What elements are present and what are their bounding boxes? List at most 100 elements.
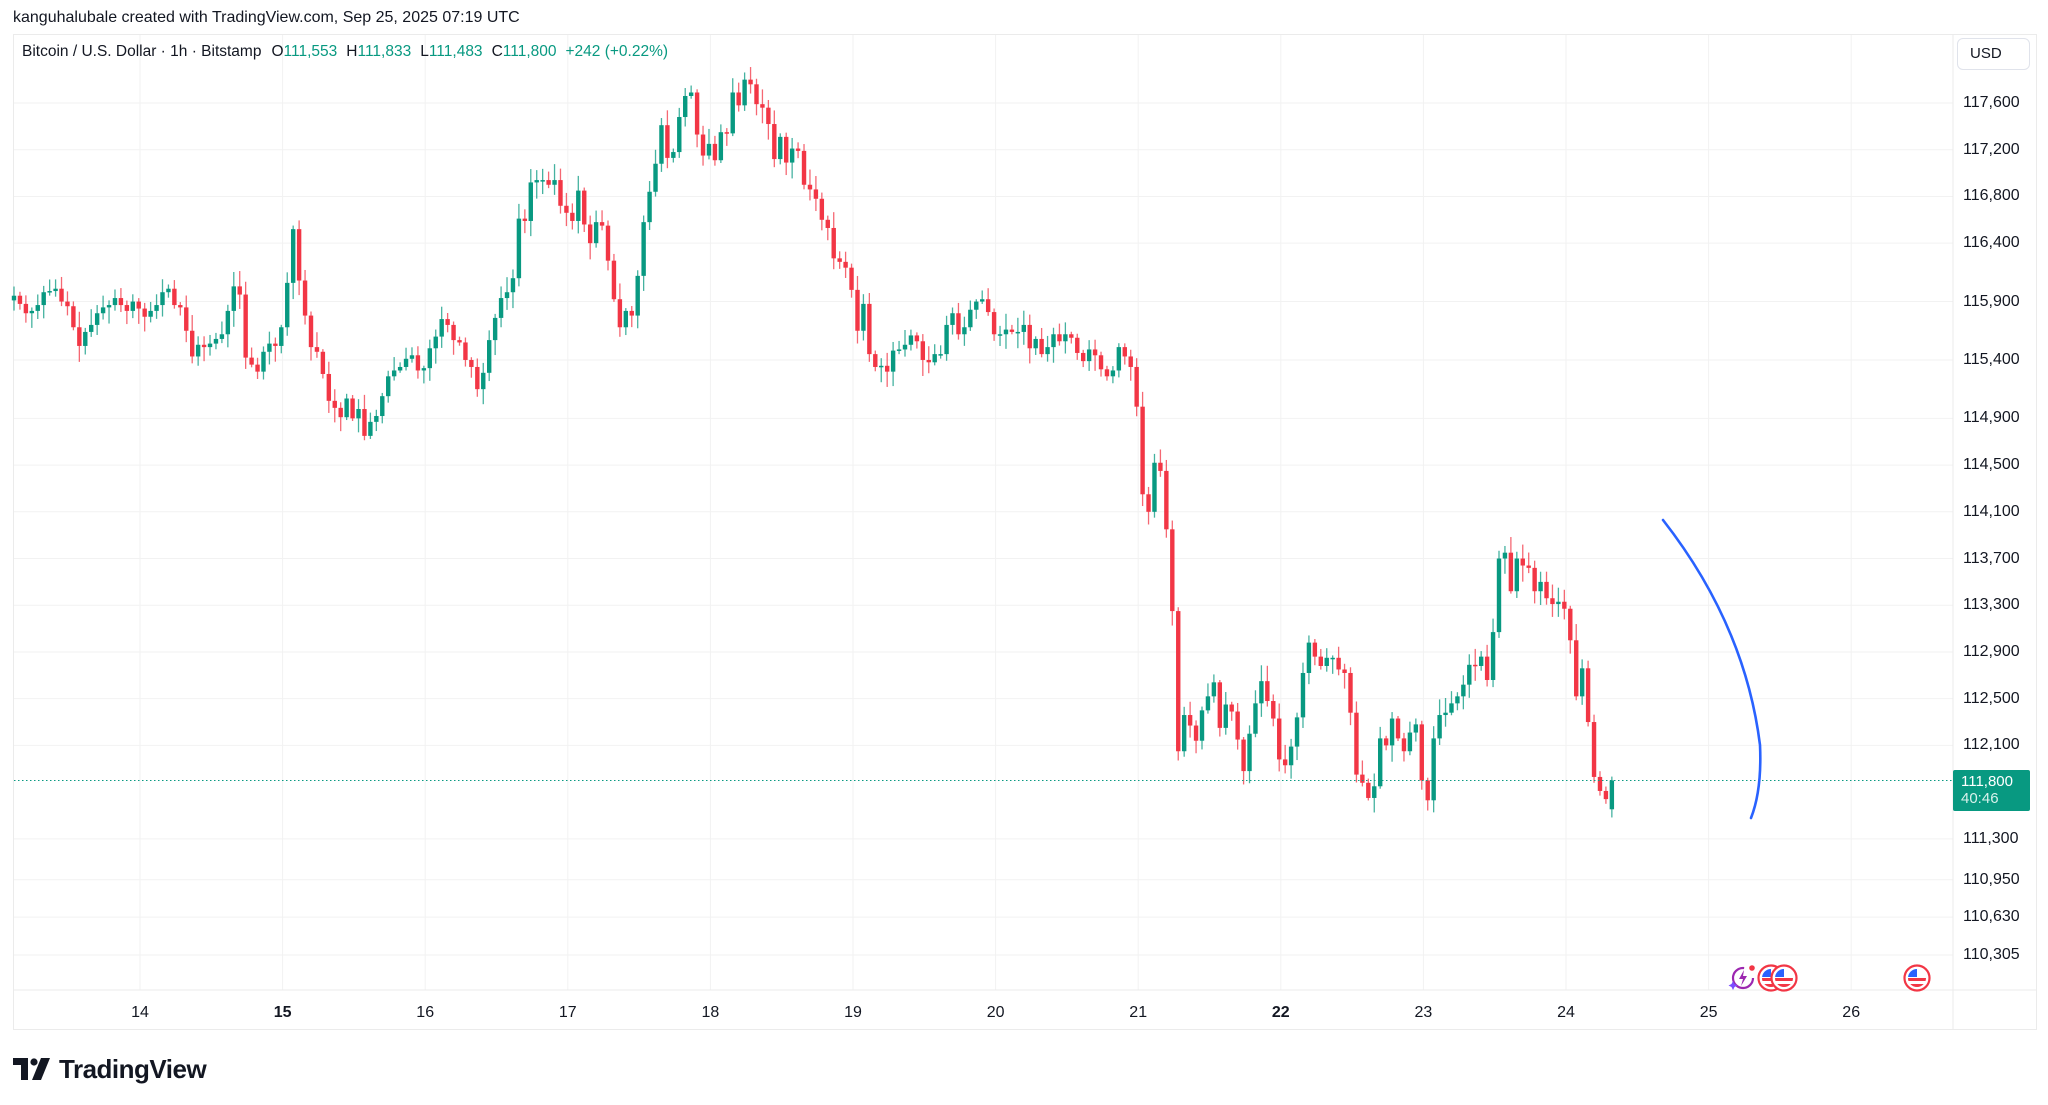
candle[interactable] [1502, 545, 1508, 574]
candle[interactable] [1425, 777, 1430, 811]
candle[interactable] [1164, 459, 1169, 538]
candle[interactable] [718, 124, 724, 164]
candle[interactable] [843, 251, 848, 278]
candle[interactable] [659, 118, 664, 172]
candle[interactable] [1330, 655, 1335, 674]
candle[interactable] [1312, 638, 1318, 666]
candle[interactable] [760, 89, 765, 124]
candle[interactable] [1508, 537, 1514, 594]
candle[interactable] [1223, 692, 1228, 735]
candle[interactable] [558, 168, 563, 214]
candle[interactable] [706, 128, 712, 160]
candle[interactable] [53, 279, 58, 297]
candle[interactable] [100, 295, 106, 320]
candle[interactable] [1473, 648, 1478, 681]
candle[interactable] [1389, 712, 1395, 762]
candle[interactable] [89, 309, 94, 337]
candle[interactable] [1544, 571, 1549, 605]
candle[interactable] [326, 361, 332, 413]
candle[interactable] [190, 315, 195, 364]
candle[interactable] [1591, 714, 1597, 783]
candle[interactable] [593, 210, 599, 248]
candle[interactable] [1081, 349, 1086, 368]
candle[interactable] [386, 370, 391, 403]
candle[interactable] [1015, 317, 1021, 349]
candle[interactable] [772, 110, 777, 168]
candle[interactable] [1128, 349, 1133, 381]
candle[interactable] [582, 187, 587, 232]
candle[interactable] [879, 358, 884, 383]
candle[interactable] [1211, 674, 1217, 703]
candle[interactable] [469, 357, 474, 378]
candle[interactable] [1271, 694, 1276, 727]
candle[interactable] [938, 345, 943, 359]
candle[interactable] [427, 339, 432, 381]
candle[interactable] [825, 215, 830, 241]
candle[interactable] [766, 99, 771, 140]
candle[interactable] [154, 294, 159, 319]
candle[interactable] [1532, 560, 1537, 604]
candle[interactable] [1294, 712, 1300, 761]
candle[interactable] [647, 181, 652, 231]
candle[interactable] [463, 337, 468, 367]
candle[interactable] [415, 346, 421, 379]
candle[interactable] [665, 110, 670, 169]
candle[interactable] [1579, 659, 1585, 705]
candle[interactable] [677, 107, 682, 158]
candle[interactable] [813, 176, 819, 212]
candle[interactable] [1181, 706, 1187, 757]
candle[interactable] [944, 315, 949, 361]
candle[interactable] [397, 362, 403, 373]
candle[interactable] [694, 89, 700, 148]
candle[interactable] [166, 284, 171, 298]
candle[interactable] [409, 347, 415, 363]
candle[interactable] [837, 251, 842, 269]
candle[interactable] [932, 344, 937, 366]
candle[interactable] [861, 294, 866, 341]
candle[interactable] [1235, 702, 1240, 750]
candle[interactable] [1092, 339, 1098, 371]
candle[interactable] [1342, 663, 1347, 689]
candle[interactable] [730, 78, 735, 137]
candle[interactable] [362, 394, 367, 441]
candle[interactable] [1348, 667, 1353, 726]
candle[interactable] [1027, 314, 1032, 364]
candle[interactable] [255, 357, 260, 379]
candle[interactable] [1407, 721, 1413, 756]
candle[interactable] [1324, 648, 1329, 672]
candle[interactable] [1300, 662, 1306, 728]
candle[interactable] [1021, 310, 1026, 345]
currency-button[interactable]: USD [1957, 38, 2030, 70]
candle[interactable] [564, 192, 569, 227]
candle[interactable] [83, 327, 88, 355]
candle[interactable] [902, 329, 908, 357]
candle[interactable] [350, 395, 355, 421]
candle[interactable] [819, 192, 825, 231]
candle[interactable] [1366, 778, 1371, 801]
candle[interactable] [380, 392, 385, 424]
candle[interactable] [522, 209, 528, 234]
candle[interactable] [867, 293, 872, 362]
candle[interactable] [1585, 660, 1591, 727]
candle[interactable] [914, 332, 920, 349]
candle[interactable] [487, 330, 492, 382]
candle[interactable] [23, 295, 29, 323]
candle[interactable] [1597, 771, 1603, 796]
candle[interactable] [1057, 323, 1062, 346]
candle[interactable] [748, 67, 753, 94]
candle[interactable] [890, 341, 896, 387]
candle[interactable] [611, 253, 617, 302]
candle[interactable] [47, 279, 52, 296]
candle[interactable] [968, 300, 973, 331]
candle[interactable] [160, 279, 165, 317]
candle[interactable] [290, 225, 296, 300]
candle[interactable] [71, 301, 76, 331]
candle[interactable] [1039, 327, 1044, 358]
candle[interactable] [540, 168, 545, 195]
candle[interactable] [1253, 690, 1258, 738]
candle[interactable] [1484, 644, 1490, 687]
candle[interactable] [267, 331, 272, 365]
candle[interactable] [403, 347, 409, 371]
candle[interactable] [332, 389, 337, 423]
candle[interactable] [1229, 701, 1234, 721]
